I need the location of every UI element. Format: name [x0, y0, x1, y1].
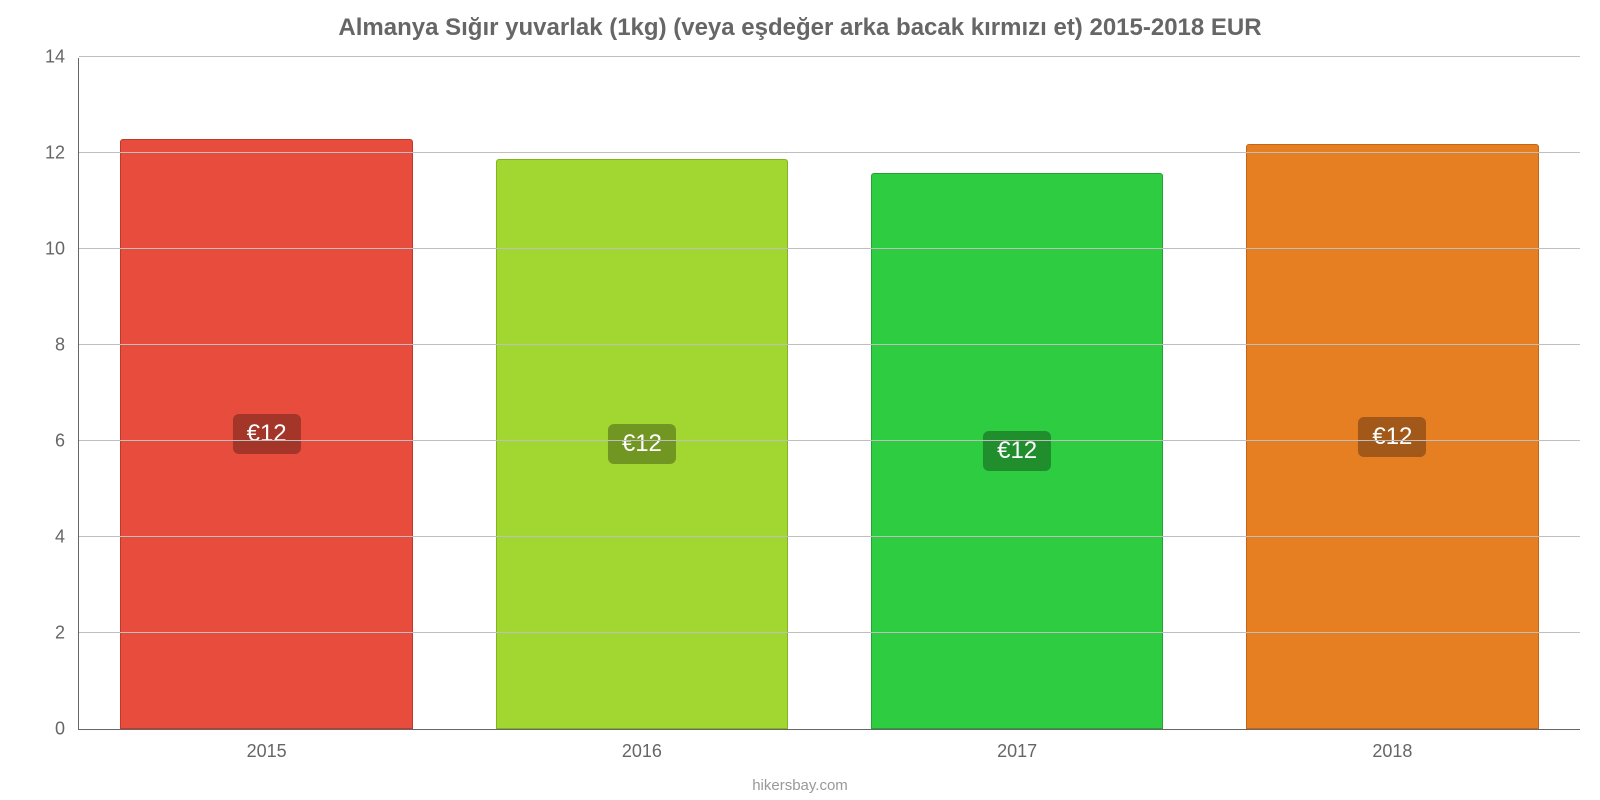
grid-line [79, 440, 1580, 441]
y-axis-label: 6 [55, 431, 79, 452]
grid-line [79, 152, 1580, 153]
y-axis-label: 12 [45, 143, 79, 164]
bar-slot: €122017 [830, 58, 1205, 729]
x-axis-label: 2016 [622, 729, 662, 762]
bar: €12 [496, 159, 789, 729]
bar: €12 [120, 139, 413, 729]
bar-chart: Almanya Sığır yuvarlak (1kg) (veya eşdeğ… [0, 0, 1600, 800]
grid-line [79, 632, 1580, 633]
bars-container: €122015€122016€122017€122018 [79, 58, 1580, 729]
bar-slot: €122015 [79, 58, 454, 729]
source-text: hikersbay.com [0, 777, 1600, 794]
y-axis-label: 8 [55, 335, 79, 356]
y-axis-label: 2 [55, 623, 79, 644]
bar-slot: €122018 [1205, 58, 1580, 729]
x-axis-label: 2015 [247, 729, 287, 762]
chart-title: Almanya Sığır yuvarlak (1kg) (veya eşdeğ… [0, 14, 1600, 42]
bar-value-badge: €12 [233, 414, 301, 454]
y-axis-label: 0 [55, 719, 79, 740]
grid-line [79, 344, 1580, 345]
grid-line [79, 248, 1580, 249]
y-axis-label: 10 [45, 239, 79, 260]
x-axis-label: 2017 [997, 729, 1037, 762]
y-axis-label: 14 [45, 47, 79, 68]
plot-area: €122015€122016€122017€122018 02468101214 [78, 58, 1580, 730]
grid-line [79, 536, 1580, 537]
bar: €12 [1246, 144, 1539, 729]
bar-value-badge: €12 [983, 431, 1051, 471]
bar-value-badge: €12 [608, 424, 676, 464]
bar: €12 [871, 173, 1164, 729]
bar-slot: €122016 [454, 58, 829, 729]
y-axis-label: 4 [55, 527, 79, 548]
grid-line [79, 56, 1580, 57]
x-axis-label: 2018 [1372, 729, 1412, 762]
bar-value-badge: €12 [1358, 417, 1426, 457]
